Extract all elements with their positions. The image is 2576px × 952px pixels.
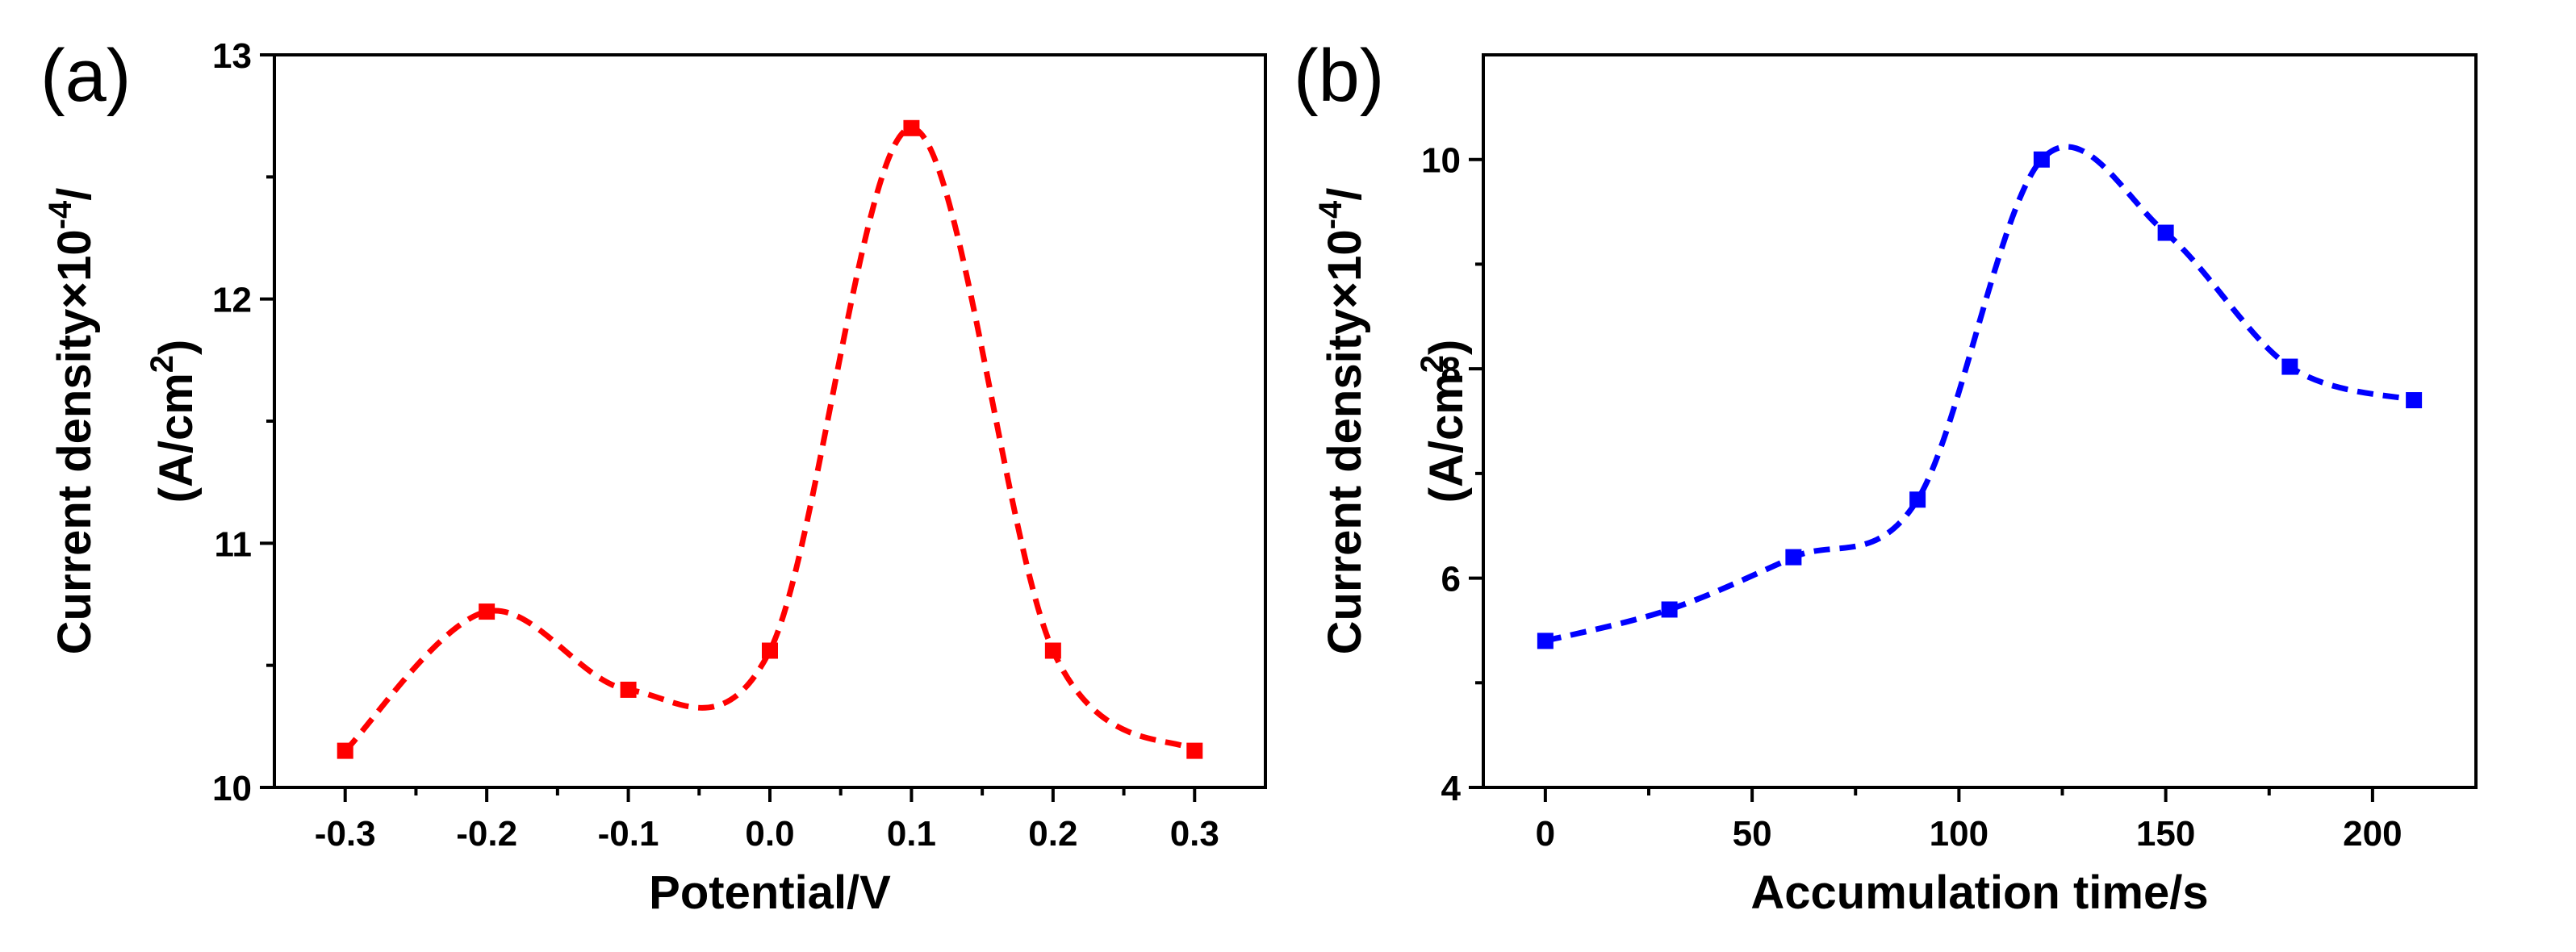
b-y-tick-label: 10 bbox=[1421, 141, 1461, 181]
b-panel-label: (b) bbox=[1294, 35, 1384, 117]
b-x-tick-label: 50 bbox=[1733, 814, 1772, 854]
a-x-tick-label: 0.0 bbox=[745, 814, 794, 854]
a-data-point bbox=[620, 681, 637, 698]
b-data-point bbox=[1661, 601, 1678, 618]
a-y-tick-label: 13 bbox=[212, 36, 252, 76]
a-y-title-unit: (A/cm bbox=[150, 373, 203, 503]
a-plot-frame bbox=[273, 53, 1267, 789]
a-y-title-unit-close: ) bbox=[150, 340, 203, 355]
b-data-point bbox=[1909, 491, 1926, 508]
b-y-title-exponent: -4 bbox=[1313, 200, 1349, 229]
b-x-tick-label: 100 bbox=[1930, 814, 1988, 854]
a-data-point bbox=[1186, 742, 1203, 759]
b-y-title-slash: / bbox=[1319, 188, 1371, 201]
b-data-point bbox=[2033, 151, 2050, 168]
a-y-tick-label: 12 bbox=[212, 281, 252, 320]
panel-a-chart: (a) -0.3 -0.2 -0.1 0.0 0.1 0.2 0.3 10 11 12 13 Poten… bbox=[40, 35, 1267, 919]
a-data-point bbox=[337, 742, 353, 759]
a-data-point bbox=[479, 603, 496, 620]
a-panel-label: (a) bbox=[40, 35, 131, 117]
b-series-line bbox=[1545, 144, 2415, 644]
a-y-title-slash: / bbox=[48, 188, 101, 201]
a-x-tick-label: 0.3 bbox=[1170, 814, 1219, 854]
b-y-axis-title-line2: (A/cm2) bbox=[1415, 340, 1473, 503]
b-y-title-unit-exponent: 2 bbox=[1415, 355, 1450, 373]
a-x-tick-label: -0.3 bbox=[315, 814, 376, 854]
a-data-point bbox=[903, 119, 920, 136]
b-plot-frame bbox=[1482, 53, 2478, 789]
b-x-tick-label: 150 bbox=[2136, 814, 2195, 854]
a-y-title-exponent: -4 bbox=[43, 200, 78, 229]
a-y-tick-label: 10 bbox=[212, 769, 252, 808]
b-y-tick-label: 4 bbox=[1441, 769, 1462, 808]
b-y-tick-label: 8 bbox=[1441, 350, 1461, 390]
a-y-axis-title-line2: (A/cm2) bbox=[144, 340, 203, 503]
b-data-point bbox=[2157, 224, 2174, 241]
panel-b-chart: (b) 0 50 100 150 200 4 6 8 10 Accumulation time/s C… bbox=[1294, 35, 2478, 919]
b-x-axis-title: Accumulation time/s bbox=[1750, 866, 2208, 919]
b-data-point bbox=[1537, 633, 1554, 649]
b-x-tick-label: 0 bbox=[1536, 814, 1555, 854]
a-x-tick-label: 0.2 bbox=[1028, 814, 1077, 854]
a-x-tick-label: -0.2 bbox=[456, 814, 517, 854]
b-data-point bbox=[1785, 549, 1802, 566]
a-data-point bbox=[762, 642, 778, 659]
a-x-axis-title: Potential/V bbox=[649, 866, 891, 919]
a-y-title-unit-exponent: 2 bbox=[144, 355, 180, 373]
b-x-tick-label: 200 bbox=[2343, 814, 2402, 854]
a-data-point bbox=[1044, 642, 1061, 659]
a-x-tick-label: -0.1 bbox=[598, 814, 659, 854]
a-y-axis-title-line1: Current density×10-4/ bbox=[43, 188, 101, 655]
a-x-tick-label: 0.1 bbox=[887, 814, 936, 854]
b-y-tick-label: 6 bbox=[1441, 560, 1461, 599]
b-y-axis-title-line1: Current density×10-4/ bbox=[1313, 188, 1371, 655]
b-y-title-unit-close: ) bbox=[1420, 340, 1473, 355]
b-y-title-prefix: Current density×10 bbox=[1319, 229, 1371, 654]
b-y-title-unit: (A/cm bbox=[1420, 373, 1473, 503]
a-series-line bbox=[343, 125, 1197, 754]
b-data-point bbox=[2281, 358, 2298, 375]
b-data-point bbox=[2406, 392, 2423, 409]
a-y-tick-label: 11 bbox=[214, 524, 252, 564]
a-y-title-prefix: Current density×10 bbox=[48, 229, 101, 654]
